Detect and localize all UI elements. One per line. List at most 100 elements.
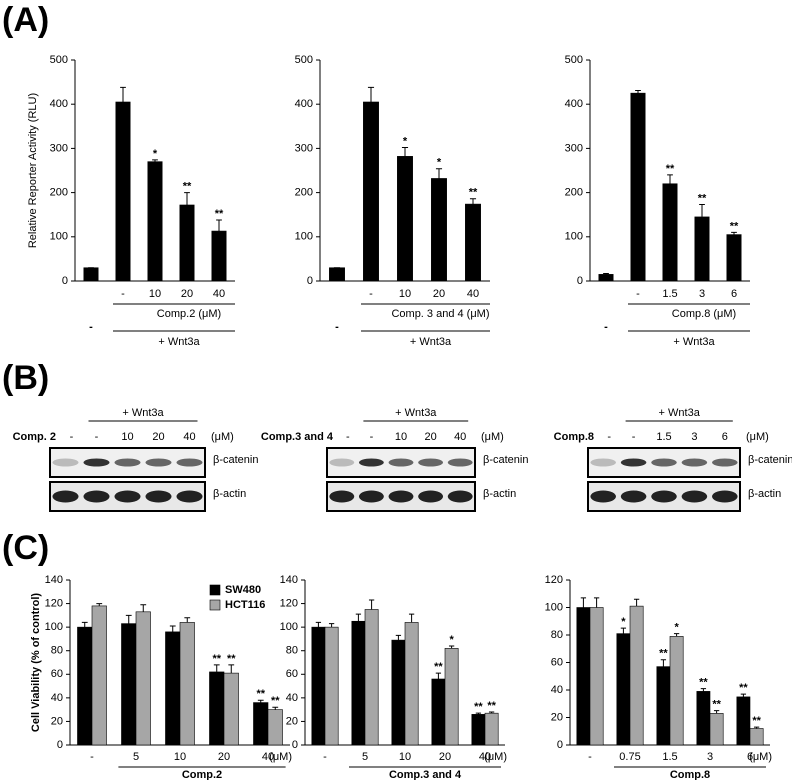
blot-band (176, 458, 203, 467)
bar (115, 101, 131, 282)
y-tick-label: 0 (307, 275, 313, 287)
y-tick-label: 20 (51, 715, 63, 727)
bar (179, 622, 195, 746)
bar (749, 728, 764, 746)
error-bar (753, 726, 760, 729)
blot-band (388, 490, 414, 503)
lane-label: 3 (691, 431, 697, 443)
y-tick-label: 40 (286, 692, 298, 704)
compound-label: Comp.2 (μM) (157, 308, 221, 320)
bar (324, 626, 339, 746)
significance-label: ** (474, 701, 483, 713)
bar (267, 709, 283, 746)
bar (253, 702, 269, 746)
error-bar (603, 272, 609, 275)
error-bar (228, 664, 235, 674)
x-tick-label: 20 (218, 751, 230, 763)
lane-label: 20 (424, 431, 436, 443)
error-bar (435, 168, 443, 179)
blot-band (712, 490, 738, 503)
lane-label: 1.5 (656, 431, 671, 443)
y-tick-label: 300 (565, 142, 583, 154)
x-tick-label: 1.5 (662, 751, 677, 763)
error-bar (593, 597, 600, 608)
error-bar (328, 623, 335, 628)
x-tick-label: 40 (213, 288, 225, 300)
x-tick-label: - (323, 751, 327, 763)
x-tick-label: 6 (731, 288, 737, 300)
significance-label: * (437, 157, 442, 169)
error-bar (435, 672, 442, 679)
significance-label: ** (739, 682, 748, 694)
blot-band (358, 458, 384, 467)
y-tick-label: 80 (286, 645, 298, 657)
bar (121, 623, 137, 746)
y-tick-label: 200 (50, 187, 68, 199)
bar (630, 92, 646, 282)
treatment-label: + Wnt3a (158, 336, 200, 348)
y-tick-label: 400 (295, 98, 313, 110)
blot-band (418, 490, 444, 503)
x-tick-label: - (588, 751, 592, 763)
lane-label: 10 (121, 431, 133, 443)
bar (391, 639, 406, 746)
error-bar (184, 192, 190, 205)
legend-label: HCT116 (225, 599, 265, 611)
y-tick-label: 60 (551, 656, 563, 668)
error-bar (401, 147, 409, 157)
y-tick-label: 500 (50, 54, 68, 66)
x-tick-label: 10 (174, 751, 186, 763)
x-tick-label: 10 (399, 288, 411, 300)
treatment-label: + Wnt3a (395, 407, 437, 419)
lane-label: 40 (454, 431, 466, 443)
error-bar (620, 627, 627, 634)
significance-label: ** (699, 677, 708, 689)
error-bar (713, 710, 720, 714)
bar (726, 234, 742, 282)
error-bar (699, 204, 705, 217)
band-label: β-actin (748, 488, 781, 500)
x-tick-label: 3 (707, 751, 713, 763)
x-tick-label: - (90, 751, 94, 763)
bar (91, 605, 107, 746)
x-tick-label: 20 (433, 288, 445, 300)
bar (656, 666, 671, 746)
blot-band (114, 490, 141, 503)
x-tick-label: 5 (133, 751, 139, 763)
treatment-label: + Wnt3a (122, 407, 164, 419)
y-tick-label: 100 (565, 231, 583, 243)
significance-label: ** (752, 715, 761, 727)
error-bar (125, 614, 132, 624)
x-tick-label: 5 (362, 751, 368, 763)
lane-label: - (70, 431, 74, 443)
blot-band (590, 458, 616, 467)
blot-band (651, 490, 677, 503)
significance-label: ** (666, 163, 675, 175)
bar (484, 712, 499, 746)
bar (662, 183, 678, 282)
x-tick-label: 6 (747, 751, 753, 763)
panel-label: (A) (2, 1, 49, 39)
error-bar (152, 159, 158, 162)
band-label: β-catenin (483, 454, 528, 466)
error-bar (395, 634, 402, 641)
significance-label: * (153, 148, 158, 160)
bar (223, 672, 239, 746)
blot-band (447, 490, 473, 503)
y-tick-label: 100 (545, 601, 563, 613)
y-tick-label: 0 (577, 275, 583, 287)
lane-label: 40 (183, 431, 195, 443)
unit-label: (μM) (211, 431, 234, 443)
bar (598, 274, 614, 282)
significance-label: * (449, 634, 454, 646)
x-tick-label: 1.5 (662, 288, 677, 300)
significance-label: ** (487, 700, 496, 712)
error-bar (272, 706, 279, 710)
blot-band (329, 490, 355, 503)
legend-swatch (209, 584, 221, 596)
blot-band (620, 458, 647, 467)
bar (736, 696, 751, 746)
significance-label: ** (183, 181, 192, 193)
x-tick-label: 10 (399, 751, 411, 763)
band-label: β-catenin (213, 454, 258, 466)
